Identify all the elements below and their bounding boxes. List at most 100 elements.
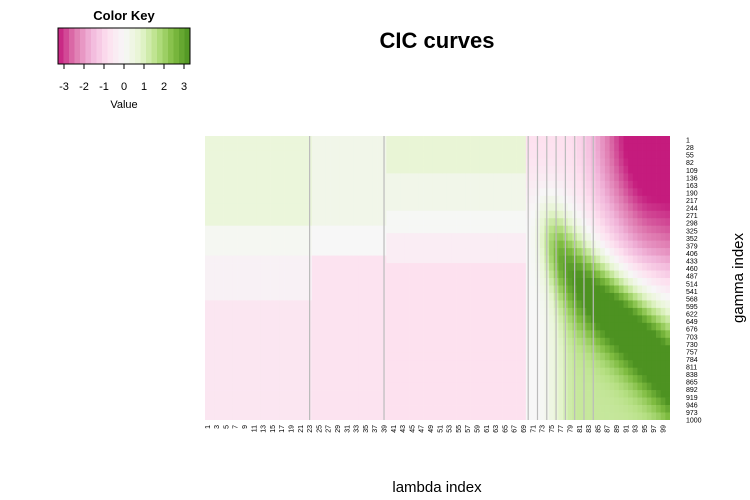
heatmap-cell: [228, 225, 234, 234]
heatmap-cell: [298, 270, 303, 279]
heatmap-cell: [414, 188, 420, 197]
heatmap-cell: [451, 330, 457, 339]
heatmap-cell: [298, 360, 303, 369]
heatmap-cell: [567, 360, 573, 369]
heatmap-cell: [214, 307, 220, 316]
heatmap-cell: [377, 255, 383, 264]
heatmap-cell: [409, 240, 415, 249]
heatmap-cell: [284, 218, 290, 227]
heatmap-cell: [618, 188, 624, 197]
heatmap-cell: [270, 165, 276, 174]
heatmap-cell: [325, 367, 331, 376]
heatmap-cell: [214, 173, 220, 182]
heatmap-cell: [391, 337, 396, 346]
heatmap-cell: [460, 158, 466, 167]
heatmap-cell: [437, 412, 443, 420]
heatmap-cell: [288, 263, 294, 271]
heatmap-cell: [325, 405, 331, 413]
heatmap-cell: [437, 270, 443, 279]
heatmap-cell: [330, 270, 336, 279]
heatmap-cell: [335, 322, 341, 331]
heatmap-cell: [451, 136, 457, 144]
heatmap-cell: [502, 367, 508, 376]
heatmap-cell: [316, 307, 322, 316]
heatmap-cell: [479, 360, 485, 369]
heatmap-cell: [609, 322, 615, 331]
heatmap-cell: [321, 330, 327, 339]
heatmap-cell: [349, 278, 355, 286]
heatmap-cell: [456, 300, 462, 309]
heatmap-cell: [358, 337, 364, 346]
heatmap-cell: [432, 143, 438, 152]
heatmap-cell: [656, 233, 662, 241]
heatmap-cell: [284, 300, 290, 309]
heatmap-cell: [442, 165, 448, 174]
heatmap-cell: [228, 300, 234, 309]
x-tick-label: 95: [642, 425, 649, 433]
heatmap-cell: [567, 390, 573, 398]
heatmap-cell: [279, 382, 285, 391]
heatmap-cell: [372, 285, 378, 294]
heatmap-cell: [651, 412, 657, 420]
heatmap-cell: [586, 375, 592, 383]
heatmap-cell: [353, 330, 359, 339]
heatmap-cell: [502, 195, 508, 204]
heatmap-cell: [344, 300, 350, 309]
heatmap-cell: [232, 292, 238, 301]
heatmap-cell: [349, 300, 355, 309]
heatmap-cell: [623, 233, 629, 241]
heatmap-cell: [497, 255, 503, 264]
heatmap-cell: [404, 345, 410, 354]
heatmap-cell: [353, 352, 359, 361]
heatmap-cell: [414, 397, 420, 406]
heatmap-cell: [246, 158, 252, 167]
heatmap-cell: [600, 180, 606, 189]
heatmap-cell: [637, 352, 643, 361]
heatmap-cell: [391, 150, 396, 159]
heatmap-cell: [488, 143, 494, 152]
heatmap-cell: [656, 300, 662, 309]
heatmap-cell: [246, 136, 252, 144]
heatmap-cell: [586, 270, 592, 279]
heatmap-cell: [484, 397, 489, 406]
heatmap-cell: [339, 218, 345, 227]
heatmap-cell: [353, 375, 359, 383]
heatmap-cell: [484, 352, 489, 361]
heatmap-cell: [404, 360, 410, 369]
heatmap-cell: [316, 263, 322, 271]
heatmap-cell: [474, 375, 480, 383]
heatmap-cell: [521, 307, 527, 316]
heatmap-cell: [367, 367, 373, 376]
heatmap-cell: [609, 285, 615, 294]
heatmap-cell: [656, 173, 662, 182]
heatmap-cell: [311, 397, 317, 406]
x-tick-label: 85: [595, 425, 602, 433]
heatmap-cell: [372, 292, 378, 301]
heatmap-cell: [260, 173, 266, 182]
heatmap-cell: [316, 270, 322, 279]
heatmap-cell: [232, 337, 238, 346]
heatmap-cell: [205, 390, 210, 398]
heatmap-cell: [298, 240, 303, 249]
heatmap-cell: [646, 278, 652, 286]
heatmap-cell: [665, 292, 670, 301]
heatmap-cell: [284, 173, 290, 182]
heatmap-cell: [228, 352, 234, 361]
heatmap-cell: [414, 412, 420, 420]
heatmap-cell: [595, 143, 601, 152]
heatmap-cell: [442, 225, 448, 234]
heatmap-cell: [311, 330, 317, 339]
heatmap-cell: [460, 240, 466, 249]
heatmap-cell: [218, 285, 224, 294]
heatmap-cell: [274, 412, 280, 420]
heatmap-cell: [270, 263, 276, 271]
heatmap-cell: [442, 210, 448, 219]
heatmap-cell: [437, 143, 443, 152]
heatmap-cell: [511, 150, 517, 159]
heatmap-cell: [511, 165, 517, 174]
heatmap-cell: [367, 188, 373, 197]
heatmap-cell: [339, 210, 345, 219]
heatmap-cell: [302, 248, 308, 256]
heatmap-cell: [302, 255, 308, 264]
heatmap-cell: [558, 300, 564, 309]
